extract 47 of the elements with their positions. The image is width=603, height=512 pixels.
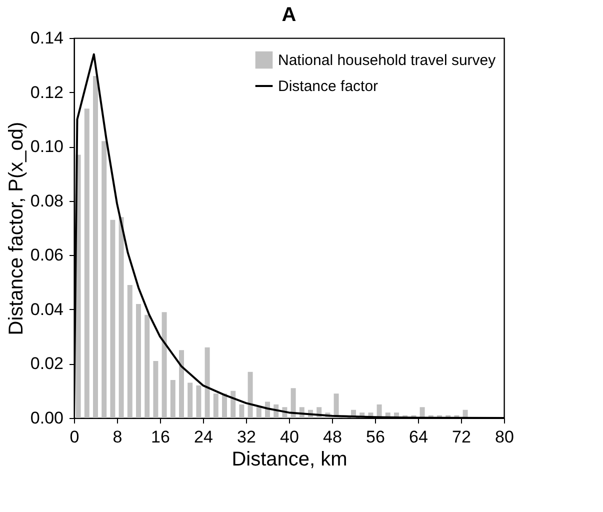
x-tick-label: 8 [112,428,122,446]
bar [118,217,124,418]
x-tick-label: 32 [237,428,256,446]
y-tick-label: 0.08 [30,191,64,210]
x-tick-label: 56 [366,428,385,446]
bar [256,407,262,418]
bar [239,404,244,418]
y-tick-label: 0.14 [30,28,64,48]
y-tick-label: 0.12 [30,82,64,102]
bar [188,382,193,418]
y-axis-title: Distance factor, P(x_od) [5,122,28,336]
bar [170,380,176,418]
bar [136,304,141,418]
x-tick-label: 72 [452,428,471,446]
bar [84,108,90,418]
bar [153,361,158,418]
x-tick-label: 80 [495,428,514,446]
bar [213,394,218,418]
bar [162,312,167,418]
legend-label: Distance factor [278,78,378,95]
bar [290,388,296,418]
x-tick-label: 16 [151,428,170,446]
chart-title: A [282,4,296,26]
bar [334,394,339,418]
y-tick-label: 0.04 [30,300,64,319]
bar [230,390,236,418]
y-tick-label: 0.10 [30,137,64,156]
x-tick-label: 24 [194,428,213,446]
bar [93,76,98,418]
bar [179,350,184,418]
bar [110,220,116,418]
bar [222,394,227,418]
bar [102,141,107,418]
x-tick-label: 40 [280,428,299,446]
x-tick-label: 48 [323,428,342,446]
y-tick-label: 0.02 [30,354,64,374]
bar [248,372,253,418]
legend-label: National household travel survey [278,52,496,69]
bar [127,285,132,418]
bar [204,347,210,418]
y-tick-label: 0.00 [30,408,64,428]
bar [144,314,150,418]
y-tick-label: 0.06 [30,246,64,265]
x-tick-label: 0 [70,428,80,446]
bar [196,385,202,418]
x-tick-label: 64 [409,428,428,446]
x-axis-title: Distance, km [232,448,348,470]
